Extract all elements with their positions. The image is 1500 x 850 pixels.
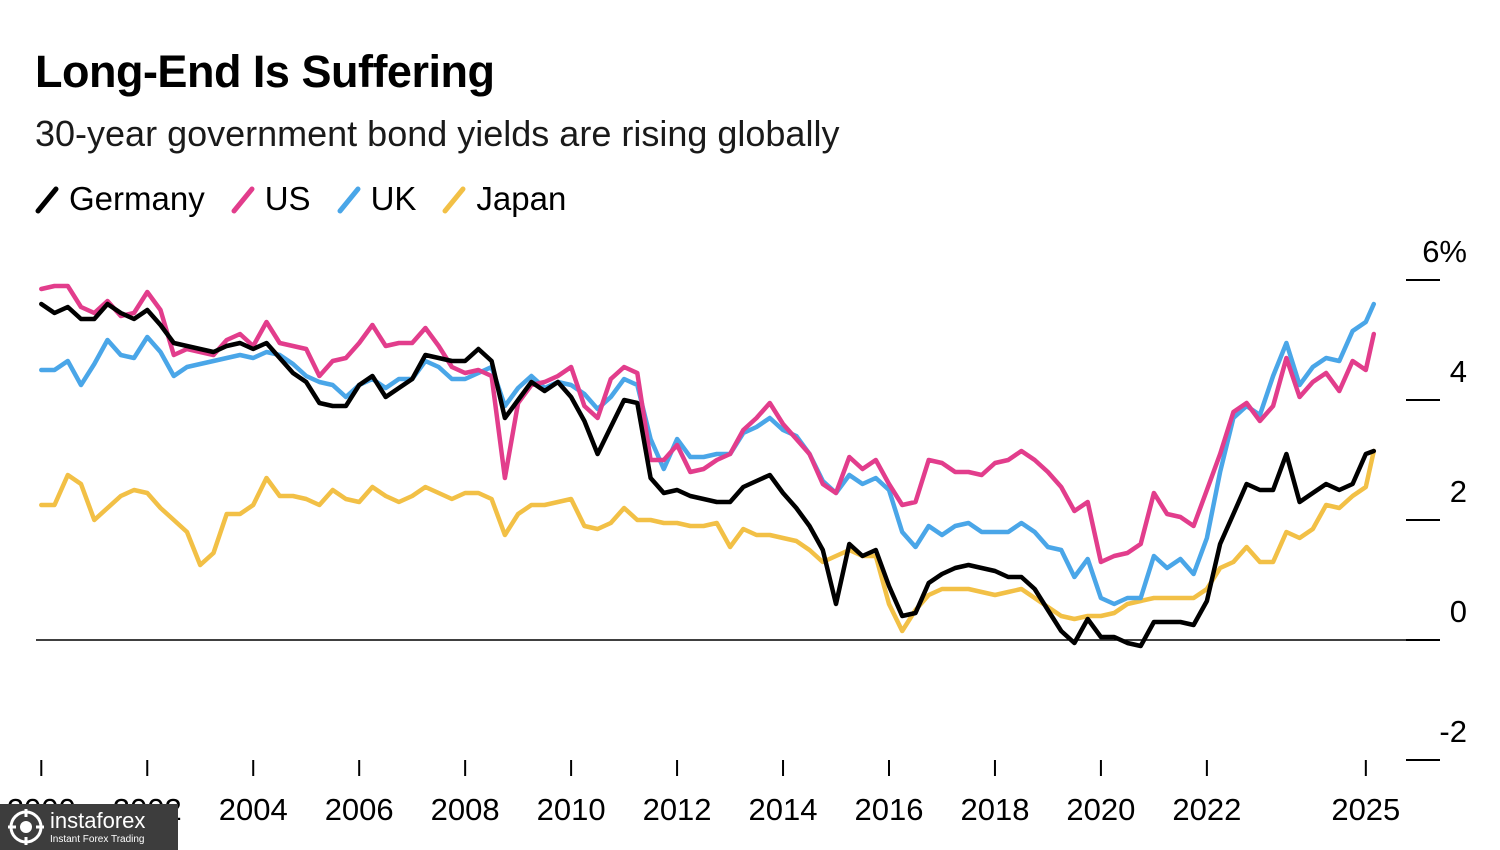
y-tick-label: -2 <box>1439 714 1467 749</box>
chart-subtitle: 30-year government bond yields are risin… <box>35 113 840 154</box>
x-tick-label: 2025 <box>1331 792 1400 827</box>
x-tick-label: 2014 <box>749 792 818 827</box>
legend-swatch-icon <box>337 186 361 214</box>
legend-item-japan: Japan <box>442 180 566 218</box>
x-tick-label: 2010 <box>537 792 606 827</box>
instaforex-logo-icon <box>8 809 44 845</box>
chart-legend: Germany US UK Japan <box>35 180 592 218</box>
legend-label: UK <box>370 180 417 217</box>
legend-label: Germany <box>69 180 205 217</box>
legend-item-germany: Germany <box>35 180 205 218</box>
y-tick-label: 4 <box>1450 354 1467 389</box>
x-tick-label: 2016 <box>855 792 924 827</box>
x-tick-label: 2018 <box>960 792 1029 827</box>
series-line-germany <box>39 301 1377 649</box>
x-tick-label: 2022 <box>1172 792 1241 827</box>
y-tick-label: 2 <box>1450 474 1467 509</box>
watermark: instaforex Instant Forex Trading <box>0 804 178 850</box>
watermark-tagline: Instant Forex Trading <box>50 833 145 845</box>
watermark-brand: instaforex <box>50 807 146 833</box>
legend-swatch-icon <box>35 186 59 214</box>
legend-item-us: US <box>231 180 311 218</box>
y-tick-label: 6% <box>1422 234 1467 269</box>
chart-title: Long-End Is Suffering <box>35 46 495 97</box>
legend-label: Japan <box>476 180 567 217</box>
x-tick-label: 2006 <box>325 792 394 827</box>
legend-item-uk: UK <box>337 180 417 218</box>
series-line-uk <box>39 301 1377 607</box>
series-line-japan <box>39 448 1377 634</box>
series-line-us <box>39 283 1377 565</box>
legend-swatch-icon <box>442 186 466 214</box>
x-tick-label: 2008 <box>431 792 500 827</box>
x-tick-label: 2004 <box>219 792 288 827</box>
x-tick-label: 2012 <box>643 792 712 827</box>
legend-label: US <box>264 180 311 217</box>
x-tick-label: 2020 <box>1066 792 1135 827</box>
y-tick-label: 0 <box>1450 594 1467 629</box>
legend-swatch-icon <box>231 186 255 214</box>
